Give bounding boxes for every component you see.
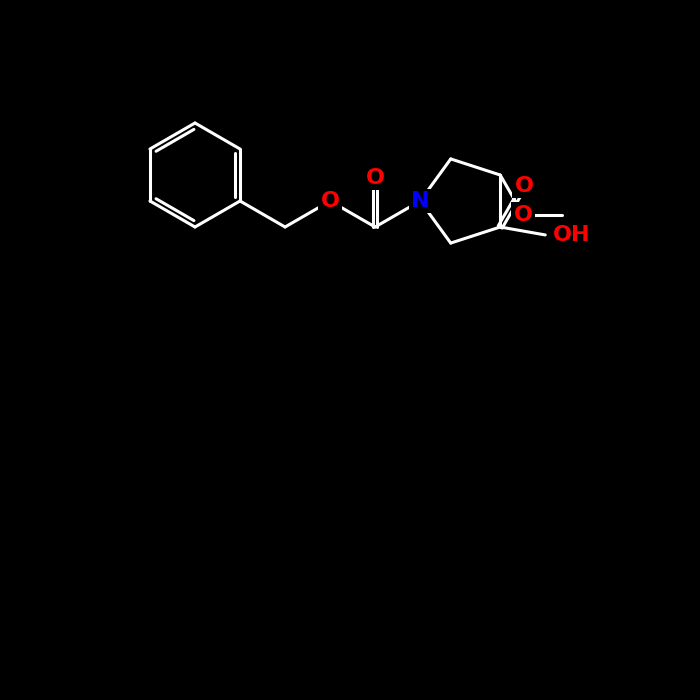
Text: OH: OH bbox=[553, 225, 591, 245]
Text: N: N bbox=[411, 191, 429, 211]
Text: O: O bbox=[365, 167, 384, 188]
Text: O: O bbox=[321, 191, 340, 211]
Text: O: O bbox=[514, 176, 533, 195]
Text: O: O bbox=[514, 204, 533, 225]
